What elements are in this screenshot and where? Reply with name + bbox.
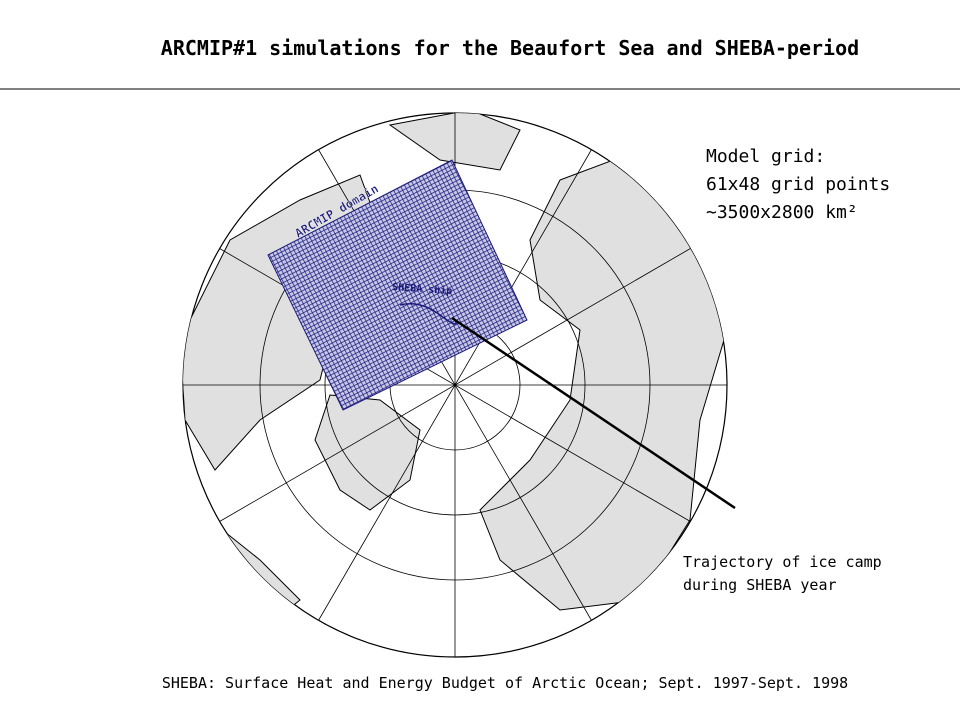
note-line: ~3500x2800 km² — [706, 202, 858, 223]
ship-label: SHEBA ship — [392, 281, 453, 297]
model-domain — [267, 159, 528, 411]
note-line: Trajectory of ice camp — [683, 553, 882, 571]
footer: SHEBA: Surface Heat and Energy Budget of… — [162, 674, 848, 692]
note-line: 61x48 grid points — [706, 174, 890, 195]
ship-track — [399, 303, 457, 325]
title: ARCMIP#1 simulations for the Beaufort Se… — [161, 36, 859, 60]
trajectory-note: Trajectory of ice camp during SHEBA year — [683, 553, 882, 594]
note-line: Model grid: — [706, 146, 825, 167]
note-line: during SHEBA year — [683, 576, 837, 594]
polar-map: ARCMIP domain SHEBA ship — [182, 112, 736, 658]
trajectory-pointer — [451, 316, 736, 510]
model-grid-note: Model grid: 61x48 grid points ~3500x2800… — [706, 146, 890, 223]
